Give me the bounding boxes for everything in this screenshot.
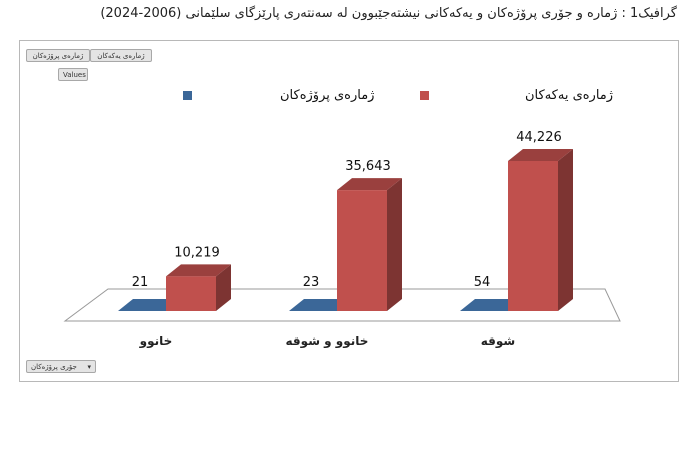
legend-swatch-projects xyxy=(183,91,192,100)
category-label: شوقە xyxy=(481,334,515,349)
data-label-projects: 23 xyxy=(303,275,320,290)
bar-units-top xyxy=(166,264,231,277)
data-label-projects: 21 xyxy=(132,275,149,290)
data-label-projects: 54 xyxy=(474,275,491,290)
bar-units-top xyxy=(508,149,573,161)
chart-svg: 21 10,219 خانوو 23 35,643 خانوو و شوقە 54 44,22… xyxy=(63,88,621,349)
legend-label-projects: ژمارەی پرۆژەکان xyxy=(280,88,374,103)
field-button-units-count[interactable]: ژمارەی یەکەکان xyxy=(90,49,152,62)
bar-units-side xyxy=(216,264,231,311)
category-filter-label: جۆری پرۆژەکان xyxy=(31,363,77,371)
bar-units-side xyxy=(387,178,402,311)
legend-swatch-units xyxy=(420,91,429,100)
bar-units xyxy=(337,190,387,311)
chart-legend: ژمارەی پرۆژەکان ژمارەی یەکەکان xyxy=(183,88,613,103)
category-label: خانوو و شوقە xyxy=(286,334,369,349)
values-button[interactable]: Values xyxy=(58,68,88,81)
dropdown-arrow-icon: ▾ xyxy=(87,363,91,371)
chart-marks: 21 10,219 خانوو 23 35,643 خانوو و شوقە 54 44,22… xyxy=(118,130,573,349)
field-button-projects-count[interactable]: ژمارەی پرۆژەکان xyxy=(26,49,90,62)
bar-units-side xyxy=(558,149,573,311)
category-label: خانوو xyxy=(139,334,173,349)
bar-units-top xyxy=(337,178,402,191)
category-filter-button[interactable]: جۆری پرۆژەکان ▾ xyxy=(26,360,96,373)
bar-units xyxy=(166,276,216,311)
data-label-units: 44,226 xyxy=(516,130,562,145)
chart-frame: ژمارەی پرۆژەکان ژمارەی یەکەکان Values جۆ… xyxy=(19,40,679,382)
chart-title: گرافیک1 : ژماره و جۆری پرۆژەکان و یەکەکا… xyxy=(100,6,677,21)
data-label-units: 10,219 xyxy=(174,245,220,260)
bar-units xyxy=(508,161,558,311)
legend-label-units: ژمارەی یەکەکان xyxy=(525,88,613,103)
data-label-units: 35,643 xyxy=(345,159,391,174)
